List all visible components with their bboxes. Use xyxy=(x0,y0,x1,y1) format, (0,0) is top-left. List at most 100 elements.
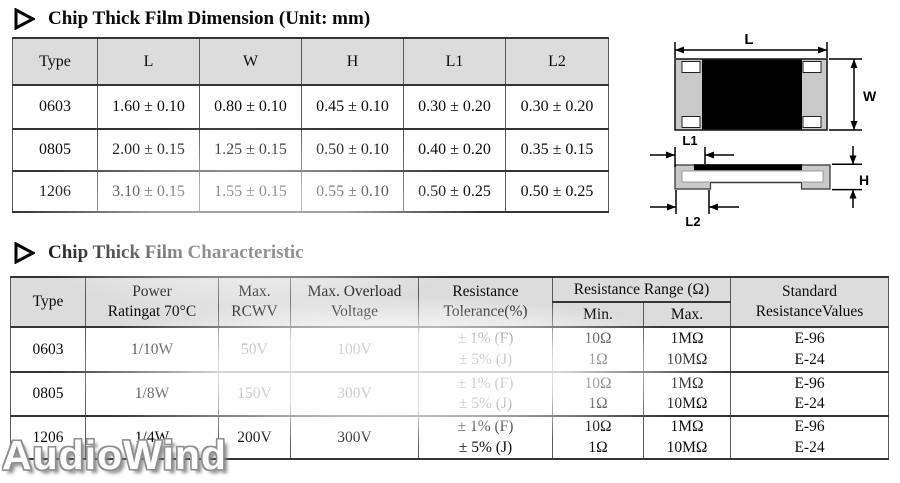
table-cell: 0805 xyxy=(12,128,98,172)
dim-label-l1: L1 xyxy=(682,133,697,148)
cell-line: 10MΩ xyxy=(666,395,708,412)
header-line: Max. xyxy=(238,282,271,300)
cell-line: 1MΩ xyxy=(670,418,704,436)
table-cell: 200V xyxy=(218,415,291,460)
table-header-cell: Type xyxy=(12,37,98,86)
table-header-cell: L xyxy=(97,37,200,86)
table-cell: 300V xyxy=(290,371,419,417)
header-line: Power xyxy=(132,282,172,300)
chip-marking: 124 xyxy=(717,73,787,117)
table-cell: 3.10 ± 0.15 xyxy=(97,170,200,213)
table-header-cell: Resistance Tolerance(%) xyxy=(418,276,553,328)
table-header-cell: Min. xyxy=(552,301,644,328)
table-cell: 0.40 ± 0.20 xyxy=(403,128,506,172)
table-cell: ± 1% (F) ± 5% (J) xyxy=(418,415,553,460)
table-cell: 0.35 ± 0.15 xyxy=(505,128,609,172)
table-cell: 0.50 ± 0.25 xyxy=(403,170,506,213)
terminal-notch xyxy=(802,116,822,128)
table-cell: 0.45 ± 0.10 xyxy=(301,84,404,130)
table-header-cell: Max. Overload Voltage xyxy=(290,276,419,328)
table-cell: 0.50 ± 0.10 xyxy=(301,128,404,172)
terminal-notch xyxy=(802,61,822,73)
table-cell: 0.50 ± 0.25 xyxy=(505,170,609,213)
cell-line: E-96 xyxy=(794,330,825,348)
cell-line: ± 1% (F) xyxy=(457,330,514,348)
cell-line: 10MΩ xyxy=(666,438,708,456)
section1-title-text: Chip Thick Film Dimension (Unit: mm) xyxy=(48,8,371,29)
table-cell: 0805 xyxy=(10,371,86,417)
w-dimension xyxy=(829,58,862,131)
l2-dimension xyxy=(650,190,739,214)
table-cell: 300V xyxy=(290,415,419,460)
table-header-cell: L2 xyxy=(505,37,609,86)
table-cell: 10Ω 1Ω xyxy=(552,326,644,373)
table-cell: 1MΩ 10MΩ xyxy=(642,326,732,373)
table-row: 0805 1/8W 150V 300V ± 1% (F) ± 5% (J) 10… xyxy=(10,371,890,417)
chip-top-view: 124 xyxy=(674,58,828,131)
table-header-cell: W xyxy=(199,37,302,86)
table-cell: E-96 E-24 xyxy=(730,415,890,460)
table-cell: 0.30 ± 0.20 xyxy=(505,84,609,130)
table-cell: E-96 E-24 xyxy=(730,371,890,417)
cell-line: 1MΩ xyxy=(670,330,704,348)
table-header-cell: Power Ratingat 70°C xyxy=(85,276,219,328)
table-row: 0603 1.60 ± 0.10 0.80 ± 0.10 0.45 ± 0.10… xyxy=(12,84,609,130)
audiowind-watermark: AudioWind xyxy=(2,432,227,478)
table-cell: 10Ω 1Ω xyxy=(552,415,644,460)
cell-line: 1Ω xyxy=(588,395,608,412)
table-cell: 0.30 ± 0.20 xyxy=(403,84,506,130)
l1-dimension xyxy=(650,147,734,167)
dim-label-w: W xyxy=(863,88,877,104)
table-header-cell: Standard ResistanceValues xyxy=(730,276,890,328)
cell-line: 1Ω xyxy=(588,350,608,368)
cell-line: E-24 xyxy=(794,395,825,412)
terminal-notch xyxy=(681,61,701,73)
cell-line: ± 1% (F) xyxy=(457,374,514,392)
table-cell: ± 1% (F) ± 5% (J) xyxy=(418,371,553,417)
cell-line: ± 1% (F) xyxy=(457,418,514,436)
table-cell: 1.60 ± 0.10 xyxy=(97,84,200,130)
table-row: 0805 2.00 ± 0.15 1.25 ± 0.15 0.50 ± 0.10… xyxy=(12,128,609,172)
table-row: 1206 3.10 ± 0.15 1.55 ± 0.15 0.55 ± 0.10… xyxy=(12,170,609,213)
dim-label-h: H xyxy=(859,172,869,188)
dimension-table: Type L W H L1 L2 0603 1.60 ± 0.10 0.80 ±… xyxy=(12,37,609,213)
header-line: Standard xyxy=(781,282,838,300)
cell-line: 10MΩ xyxy=(666,350,708,368)
header-line: Max. Overload xyxy=(307,282,402,300)
table-cell: 1/10W xyxy=(85,326,219,373)
cell-line: ± 5% (J) xyxy=(458,438,513,456)
table-header-cell: Resistance Range (Ω) xyxy=(551,276,732,303)
cell-line: E-24 xyxy=(794,350,825,368)
cell-line: 10Ω xyxy=(584,374,612,392)
cell-line: 10Ω xyxy=(584,330,612,348)
table-row: 0603 1/10W 50V 100V ± 1% (F) ± 5% (J) 10… xyxy=(10,326,890,373)
table-cell: 100V xyxy=(290,326,419,373)
section2-title: Chip Thick Film Characteristic xyxy=(13,242,304,264)
resistive-layer xyxy=(694,164,802,171)
h-dimension xyxy=(832,146,862,208)
table-cell: 0603 xyxy=(10,326,86,373)
section-bullet-icon xyxy=(14,242,35,264)
table-header-cell: Max. xyxy=(642,301,732,328)
table-cell: 2.00 ± 0.15 xyxy=(97,128,200,172)
table-cell: 10Ω 1Ω xyxy=(552,371,644,417)
header-line: Ratingat 70°C xyxy=(107,303,197,320)
table-cell: 1MΩ 10MΩ xyxy=(642,415,732,460)
section1-title: Chip Thick Film Dimension (Unit: mm) xyxy=(13,8,370,30)
cell-line: E-96 xyxy=(794,374,825,392)
table-cell: 0.80 ± 0.10 xyxy=(199,84,302,130)
dim-label-l: L xyxy=(744,31,753,48)
table-cell: 50V xyxy=(218,326,291,373)
table-cell: 1.25 ± 0.15 xyxy=(199,128,302,172)
table-cell: E-96 E-24 xyxy=(730,326,890,373)
header-line: RCWV xyxy=(231,303,278,320)
cell-line: ± 5% (J) xyxy=(458,350,513,368)
table-header-cell: L1 xyxy=(403,37,506,86)
table-cell: 1206 xyxy=(12,170,98,213)
cell-line: 1Ω xyxy=(588,438,608,456)
header-line: ResistanceValues xyxy=(755,303,864,320)
header-line: Resistance xyxy=(452,282,519,300)
table-cell: ± 1% (F) ± 5% (J) xyxy=(418,326,553,373)
header-line: Tolerance(%) xyxy=(443,303,528,320)
